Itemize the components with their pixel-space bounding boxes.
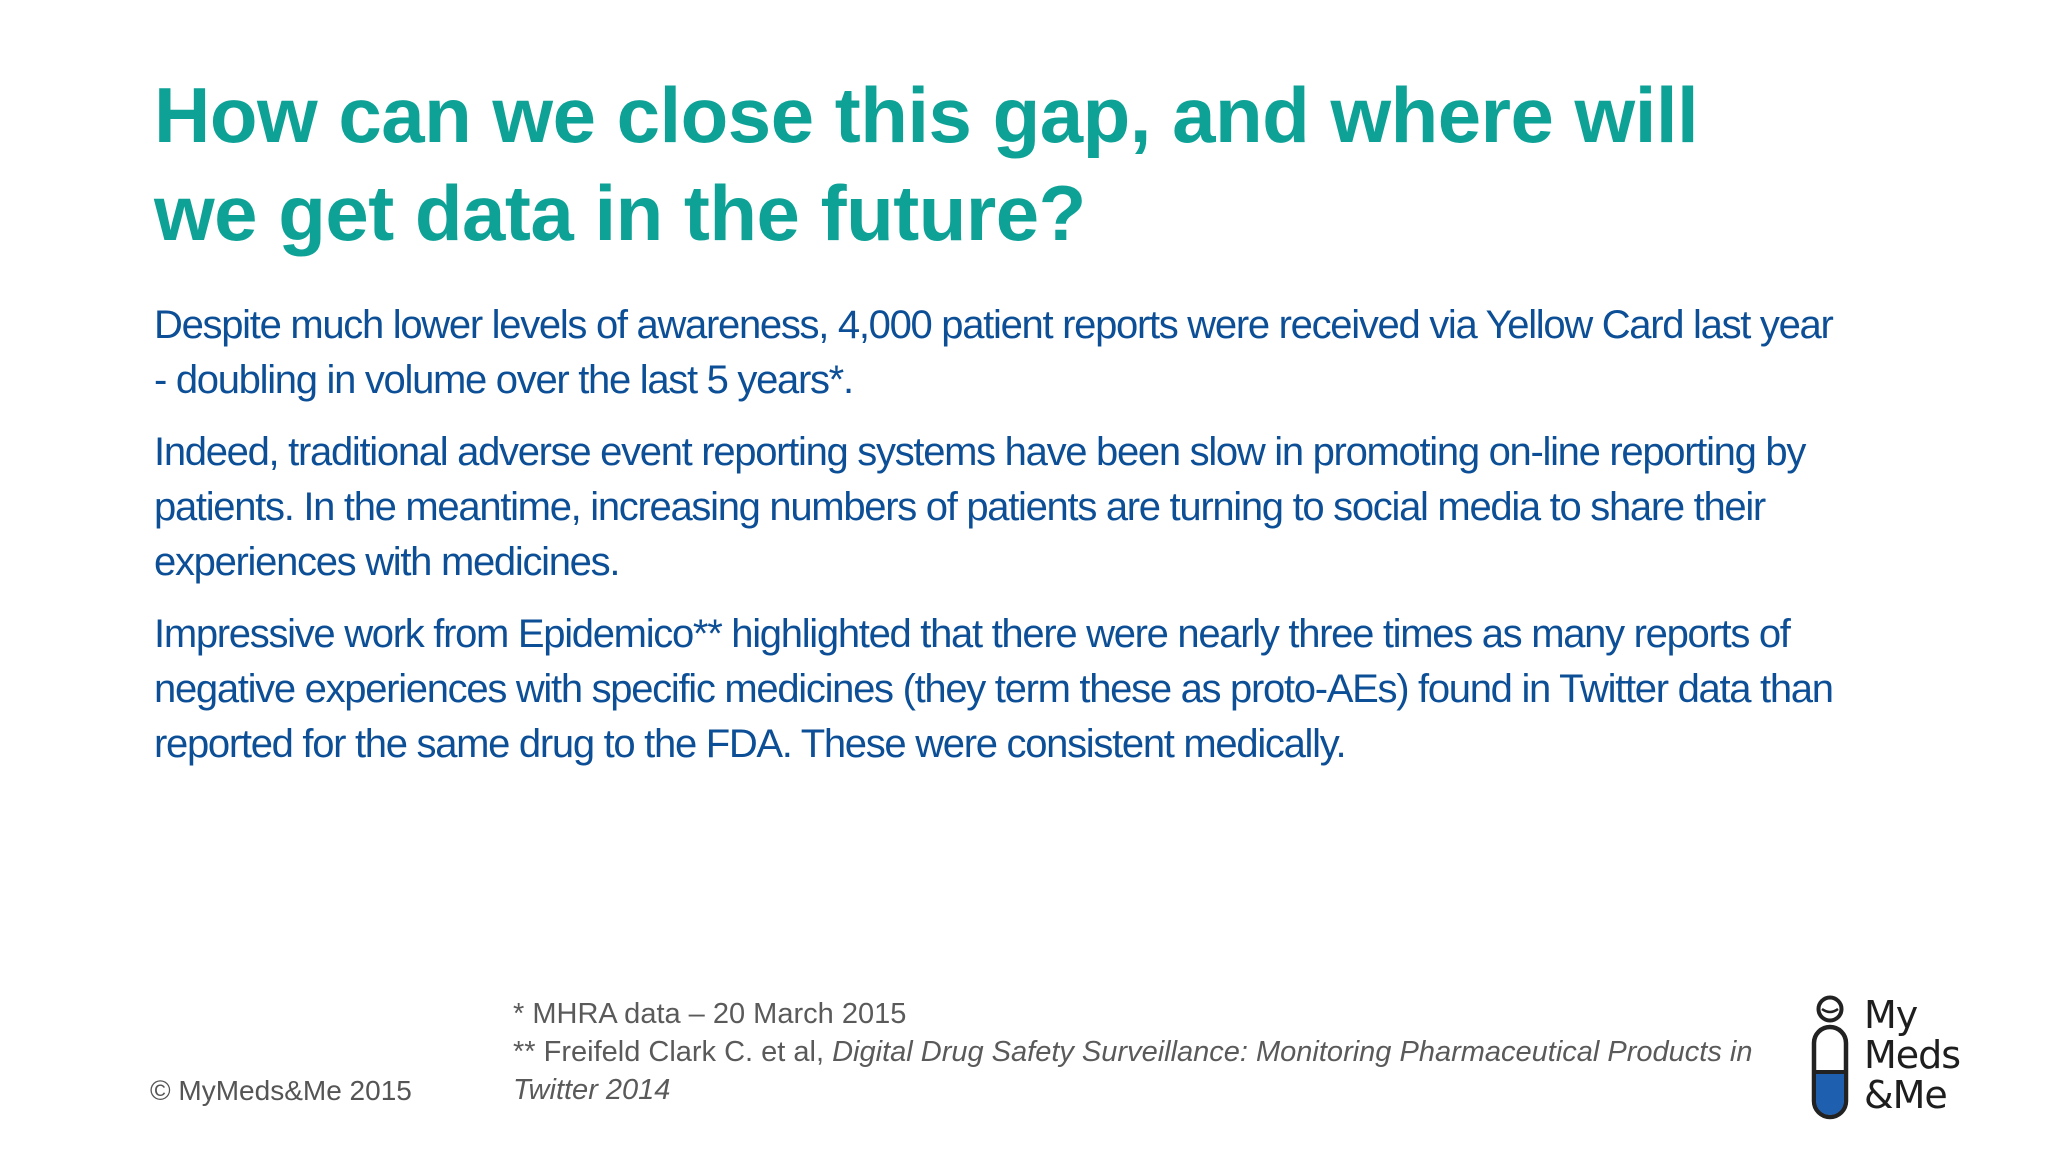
slide-body: Despite much lower levels of awareness, … (154, 298, 1854, 789)
logo-wordmark: My Meds &Me (1864, 993, 1961, 1117)
pill-person-icon (1811, 995, 1849, 1120)
footnote-freifeld-authors: ** Freifeld Clark C. et al, (513, 1036, 833, 1068)
mymedsandme-logo: My Meds &Me (1808, 995, 2008, 1125)
slide-title: How can we close this gap, and where wil… (154, 71, 1699, 257)
logo-word-meds: Meds (1864, 1033, 1961, 1077)
footnotes: * MHRA data – 20 March 2015 ** Freifeld … (513, 995, 1763, 1109)
body-paragraph-awareness: Despite much lower levels of awareness, … (154, 303, 1834, 402)
logo-word-me: &Me (1864, 1073, 1948, 1117)
footnote-mhra: * MHRA data – 20 March 2015 (513, 998, 907, 1030)
logo-word-my: My (1864, 993, 1918, 1037)
footnote-freifeld: ** Freifeld Clark C. et al, Digital Drug… (513, 1033, 1763, 1109)
copyright-notice: © MyMeds&Me 2015 (150, 1075, 412, 1106)
body-paragraph-epidemico: Impressive work from Epidemico** highlig… (154, 612, 1834, 766)
footnote-freifeld-title: Digital Drug Safety Surveillance: Monito… (513, 1036, 1753, 1106)
body-paragraph-reporting-systems: Indeed, traditional adverse event report… (154, 430, 1806, 584)
